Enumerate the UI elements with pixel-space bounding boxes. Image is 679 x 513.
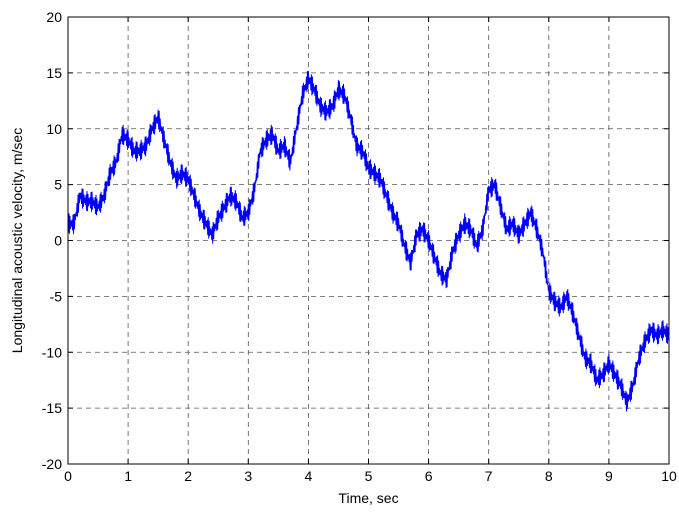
- y-tick-label: 10: [46, 121, 62, 137]
- series-line: [67, 70, 670, 412]
- x-tick-label: 4: [305, 468, 313, 484]
- grid: [68, 17, 669, 464]
- y-axis-title: Longitudinal acoustic velocity, m/sec: [9, 128, 25, 353]
- x-tick-label: 8: [545, 468, 553, 484]
- y-tick-label: -20: [42, 456, 62, 472]
- x-tick-label: 5: [365, 468, 373, 484]
- x-tick-label: 10: [661, 468, 677, 484]
- x-axis-title: Time, sec: [338, 490, 398, 506]
- y-tick-label: 15: [46, 65, 62, 81]
- x-tick-label: 7: [485, 468, 493, 484]
- y-tick-label: -10: [42, 344, 62, 360]
- x-tick-label: 6: [425, 468, 433, 484]
- y-tick-label: -15: [42, 400, 62, 416]
- y-tick-label: -5: [50, 288, 63, 304]
- y-tick-label: 0: [54, 233, 62, 249]
- x-tick-label: 9: [605, 468, 613, 484]
- x-tick-label: 1: [124, 468, 132, 484]
- y-tick-label: 5: [54, 177, 62, 193]
- axis-ticks: 0 1 2 3 4 5 6 7 8 9 10 -20 -15 -10 -5 0 5 10 15 20: [42, 9, 677, 484]
- x-tick-label: 3: [244, 468, 252, 484]
- y-tick-label: 20: [46, 9, 62, 25]
- x-tick-label: 0: [64, 468, 72, 484]
- x-tick-label: 2: [184, 468, 192, 484]
